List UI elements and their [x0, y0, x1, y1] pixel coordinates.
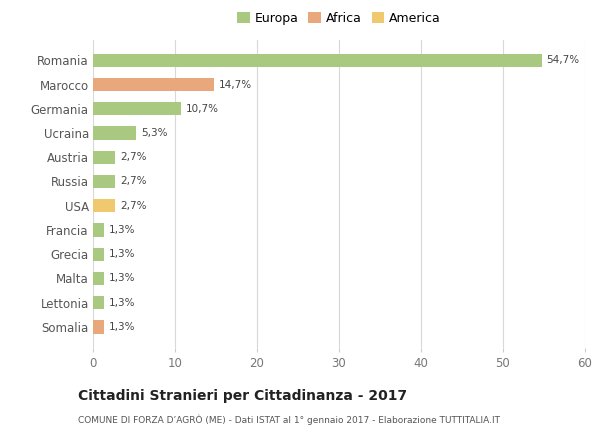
- Bar: [93, 102, 181, 115]
- Bar: [93, 126, 136, 139]
- Text: COMUNE DI FORZA D’AGRÒ (ME) - Dati ISTAT al 1° gennaio 2017 - Elaborazione TUTTI: COMUNE DI FORZA D’AGRÒ (ME) - Dati ISTAT…: [78, 414, 500, 425]
- Text: 2,7%: 2,7%: [120, 201, 146, 211]
- Bar: [93, 248, 104, 261]
- Bar: [93, 272, 104, 285]
- Text: 54,7%: 54,7%: [547, 55, 580, 65]
- Text: 14,7%: 14,7%: [218, 80, 251, 89]
- Text: 1,3%: 1,3%: [109, 273, 135, 283]
- Bar: [93, 78, 214, 91]
- Text: 1,3%: 1,3%: [109, 322, 135, 332]
- Text: 5,3%: 5,3%: [142, 128, 168, 138]
- Bar: [93, 175, 115, 188]
- Bar: [93, 199, 115, 213]
- Text: 1,3%: 1,3%: [109, 225, 135, 235]
- Text: 10,7%: 10,7%: [185, 104, 218, 114]
- Text: Cittadini Stranieri per Cittadinanza - 2017: Cittadini Stranieri per Cittadinanza - 2…: [78, 389, 407, 403]
- Bar: [93, 54, 542, 67]
- Legend: Europa, Africa, America: Europa, Africa, America: [235, 9, 443, 27]
- Text: 1,3%: 1,3%: [109, 298, 135, 308]
- Text: 2,7%: 2,7%: [120, 152, 146, 162]
- Bar: [93, 150, 115, 164]
- Text: 2,7%: 2,7%: [120, 176, 146, 187]
- Bar: [93, 320, 104, 334]
- Bar: [93, 223, 104, 237]
- Bar: [93, 296, 104, 309]
- Text: 1,3%: 1,3%: [109, 249, 135, 259]
